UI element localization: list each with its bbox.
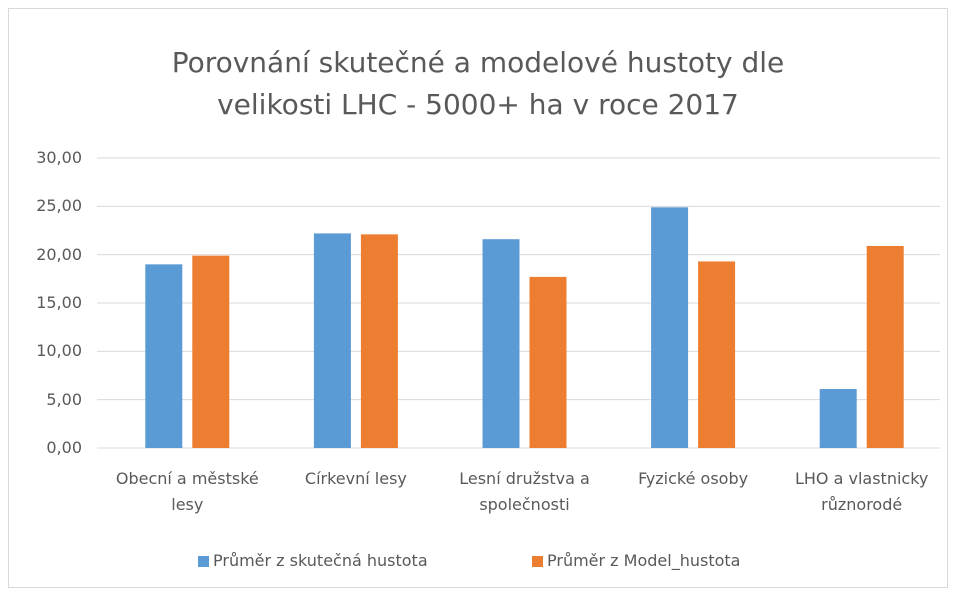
chart-frame <box>8 8 948 588</box>
legend-label: Průměr z Model_hustota <box>547 551 741 570</box>
bar <box>482 239 520 448</box>
legend-label: Průměr z skutečná hustota <box>213 551 428 570</box>
chart-title: Porovnání skutečné a modelové hustoty dl… <box>171 46 785 121</box>
x-tick-label: LHO a vlastnicky různorodé <box>794 469 929 514</box>
x-tick-label: Lesní družstva a společnosti <box>459 469 590 514</box>
legend-swatch <box>198 556 209 567</box>
y-tick-label: 20,00 <box>36 244 82 264</box>
y-tick-label: 10,00 <box>36 341 82 361</box>
x-tick-label: Obecní a městské lesy <box>115 469 259 514</box>
y-tick-label: 25,00 <box>36 196 82 216</box>
y-tick-label: 15,00 <box>36 293 82 312</box>
bar <box>866 245 904 448</box>
y-tick-label: 5,00 <box>46 389 82 409</box>
y-tick-label: 0,00 <box>46 438 82 457</box>
bar <box>819 389 857 448</box>
bar <box>529 276 567 448</box>
x-tick-label: Církevní lesy <box>304 469 407 488</box>
x-tick-label: Fyzické osoby <box>638 469 749 488</box>
bar <box>360 234 398 448</box>
legend-swatch <box>532 556 543 567</box>
bar <box>313 233 351 448</box>
bar <box>698 261 736 448</box>
bar <box>651 207 689 448</box>
bar <box>192 255 230 448</box>
bar <box>145 264 183 448</box>
y-tick-label: 30,00 <box>36 148 82 167</box>
